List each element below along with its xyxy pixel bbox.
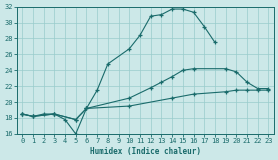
X-axis label: Humidex (Indice chaleur): Humidex (Indice chaleur)	[90, 147, 201, 156]
